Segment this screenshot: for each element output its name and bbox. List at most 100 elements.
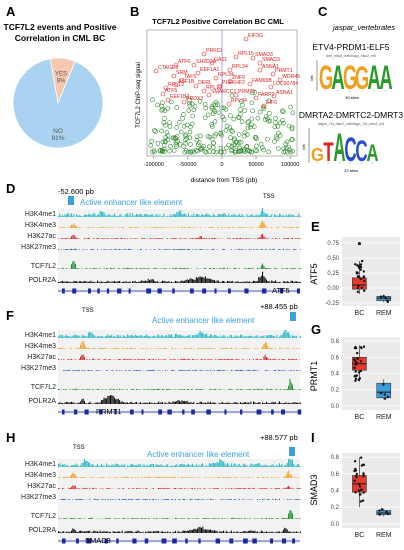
track-signal-bar bbox=[258, 249, 260, 250]
track-signal-bar bbox=[104, 499, 106, 500]
scatter-point bbox=[273, 134, 279, 140]
track-signal-bar bbox=[182, 389, 184, 390]
track-signal-bar bbox=[207, 499, 209, 500]
track-signal-bar bbox=[225, 530, 227, 533]
track-signal-bar bbox=[89, 281, 91, 283]
track-signal-bar bbox=[143, 227, 145, 228]
track-signal-bar bbox=[189, 227, 191, 228]
track-signal-bar bbox=[100, 389, 102, 390]
box-point bbox=[362, 463, 366, 467]
track-signal-bar bbox=[102, 347, 104, 349]
track-signal-bar bbox=[60, 347, 62, 349]
track-signal-bar bbox=[76, 403, 78, 404]
track-signal-bar bbox=[294, 402, 296, 404]
track-signal-bar bbox=[210, 529, 212, 533]
track-signal-bar bbox=[286, 388, 288, 390]
track-signal-bar bbox=[113, 213, 115, 217]
scatter-point-highlight bbox=[173, 62, 179, 68]
scatter-point bbox=[231, 116, 237, 122]
track-signal-bar bbox=[275, 280, 277, 283]
track-signal-bar bbox=[151, 279, 153, 283]
track-signal-bar bbox=[81, 389, 83, 390]
track-signal-bar bbox=[146, 249, 148, 250]
box-point bbox=[363, 279, 366, 283]
track-signal-bar bbox=[89, 214, 91, 217]
track-signal-bar bbox=[99, 465, 101, 467]
track-signal-bar bbox=[139, 359, 141, 360]
scatter-point bbox=[261, 147, 266, 153]
track-signal-bar bbox=[87, 370, 89, 371]
track-signal-bar bbox=[243, 402, 245, 404]
track-signal-bar bbox=[290, 215, 292, 217]
track-signal-bar bbox=[132, 281, 134, 283]
track-signal-bar bbox=[103, 268, 105, 269]
track-signal-bar bbox=[116, 464, 118, 467]
track-signal-bar bbox=[63, 281, 65, 283]
track-signal-bar bbox=[76, 268, 78, 269]
track-signal-bar bbox=[124, 358, 126, 360]
track-signal-bar bbox=[191, 237, 193, 239]
track-signal-bar bbox=[98, 477, 100, 478]
track-signal-bar bbox=[234, 214, 236, 217]
track-signal-bar bbox=[171, 227, 173, 228]
track-signal-bar bbox=[225, 214, 227, 217]
track-signal-bar bbox=[147, 278, 149, 283]
track-signal-bar bbox=[159, 370, 161, 371]
track-signal-bar bbox=[124, 268, 126, 269]
track-signal-bar bbox=[189, 477, 191, 478]
track-signal-bar bbox=[139, 348, 141, 349]
track-signal-bar bbox=[298, 477, 300, 478]
track-signal-bar bbox=[164, 336, 166, 338]
track-signal-bar bbox=[110, 388, 111, 390]
track-signal-bar bbox=[198, 348, 200, 349]
track-signal-bar bbox=[164, 488, 166, 489]
track-signal-bar bbox=[167, 487, 169, 489]
track-signal-bar bbox=[108, 499, 110, 500]
track-signal-bar bbox=[255, 335, 257, 338]
track-signal-bar bbox=[246, 227, 248, 228]
track-signal-bar bbox=[253, 487, 254, 489]
track-signal-bar bbox=[95, 465, 97, 467]
scatter-point bbox=[272, 124, 278, 130]
track-signal-bar bbox=[60, 402, 62, 404]
track-signal-bar bbox=[133, 215, 135, 217]
track-signal-bar bbox=[282, 359, 284, 360]
track-signal-bar bbox=[237, 518, 239, 519]
scatter-point bbox=[203, 105, 209, 111]
track-signal-bar bbox=[168, 401, 170, 404]
track-signal-bar bbox=[202, 249, 204, 250]
motif-letter-a: A bbox=[333, 125, 345, 171]
track-signal-bar bbox=[132, 227, 134, 228]
track-signal-bar bbox=[115, 359, 117, 360]
track-signal-bar bbox=[108, 281, 110, 283]
track-signal-bar bbox=[68, 402, 70, 404]
track-signal-bar bbox=[189, 465, 191, 467]
track-signal-bar bbox=[111, 348, 113, 349]
track-signal-bar bbox=[176, 517, 178, 519]
track-signal-bar bbox=[95, 370, 97, 371]
scatter-gene-label: SH2D3A bbox=[196, 59, 217, 65]
track-signal-bar bbox=[245, 348, 247, 349]
track-signal-bar bbox=[147, 227, 149, 228]
track-signal-bar bbox=[162, 280, 163, 283]
track-signal-bar bbox=[293, 531, 295, 533]
track-signal-bar bbox=[180, 518, 182, 519]
track-signal-bar bbox=[241, 281, 243, 283]
track-signal-bar bbox=[295, 499, 297, 500]
track-signal-bar bbox=[286, 268, 288, 269]
track-signal-bar bbox=[240, 215, 241, 217]
track-signal-bar bbox=[253, 249, 254, 250]
track-signal-bar bbox=[173, 238, 175, 239]
scatter-point bbox=[221, 117, 227, 122]
track-signal-bar bbox=[284, 281, 286, 283]
track-signal-bar bbox=[272, 464, 274, 467]
track-signal-bar bbox=[132, 499, 134, 500]
track-signal-bar bbox=[290, 226, 292, 228]
scatter-point bbox=[244, 132, 250, 137]
track-signal-bar bbox=[289, 487, 291, 489]
track-signal-bar bbox=[276, 238, 278, 239]
track-signal-bar bbox=[175, 401, 176, 404]
track-signal-bar bbox=[269, 334, 271, 338]
track-signal-bar bbox=[237, 531, 239, 533]
